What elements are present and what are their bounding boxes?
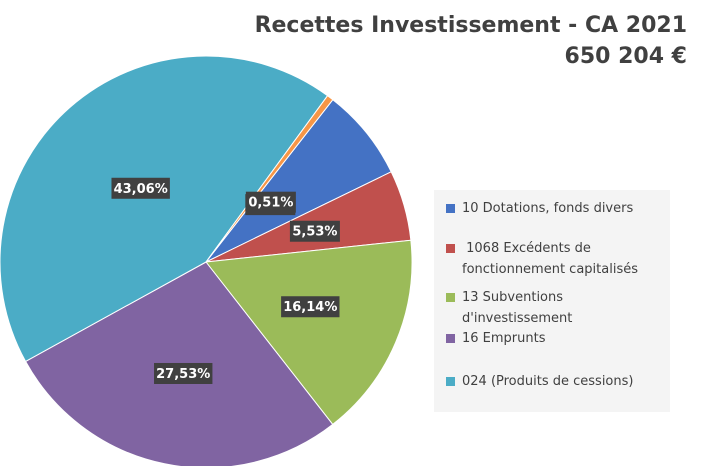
legend-swatch [446,244,455,253]
pie-slice-5 [205,94,334,263]
legend-swatch [446,377,455,386]
legend-swatch [446,204,455,213]
legend-label: 10 Dotations, fonds divers [462,198,672,219]
legend-label: 13 Subventions d'investissement [462,287,672,329]
data-label-5: 0,51% [245,191,296,213]
pie-slice-2 [205,239,413,426]
legend-swatch [446,293,455,302]
data-label-text: 0,51% [248,196,293,211]
legend: 10 Dotations, fonds divers 1068 Excédent… [434,190,670,412]
data-label-box [289,220,340,242]
legend-label-line: 024 (Produits de cessions) [462,374,634,389]
data-label-2: 16,14% [281,296,340,318]
chart-subtitle: 650 204 € [564,44,687,69]
data-label-text: 5,53% [292,225,337,240]
chart-title-block: Recettes Investissement - CA 2021 650 20… [255,10,687,72]
data-label-box [245,191,296,213]
data-label-text: 43,06% [114,182,168,197]
legend-label-line: fonctionnement capitalisés [462,262,638,277]
legend-swatch [446,334,455,343]
data-label-4: 43,06% [111,177,170,199]
data-label-text: 27,53% [156,367,210,382]
data-label-box [281,296,340,318]
legend-label: 16 Emprunts [462,328,672,349]
data-label-box [111,177,170,199]
legend-label: 1068 Excédents de fonctionnement capitali… [462,238,672,280]
legend-label: 024 (Produits de cessions) [462,371,672,392]
data-label-1: 5,53% [289,220,340,242]
legend-label-line: d'investissement [462,311,573,326]
data-label-box [154,362,213,384]
chart-title: Recettes Investissement - CA 2021 [254,13,687,38]
legend-label-line: 1068 Excédents de [462,241,591,256]
data-label-text: 16,14% [283,300,337,315]
legend-label-line: 16 Emprunts [462,331,546,346]
legend-label-line: 10 Dotations, fonds divers [462,201,634,216]
legend-label-line: 13 Subventions [462,290,564,305]
data-label-3: 27,53% [154,362,213,384]
pie-slice-4 [0,55,329,363]
